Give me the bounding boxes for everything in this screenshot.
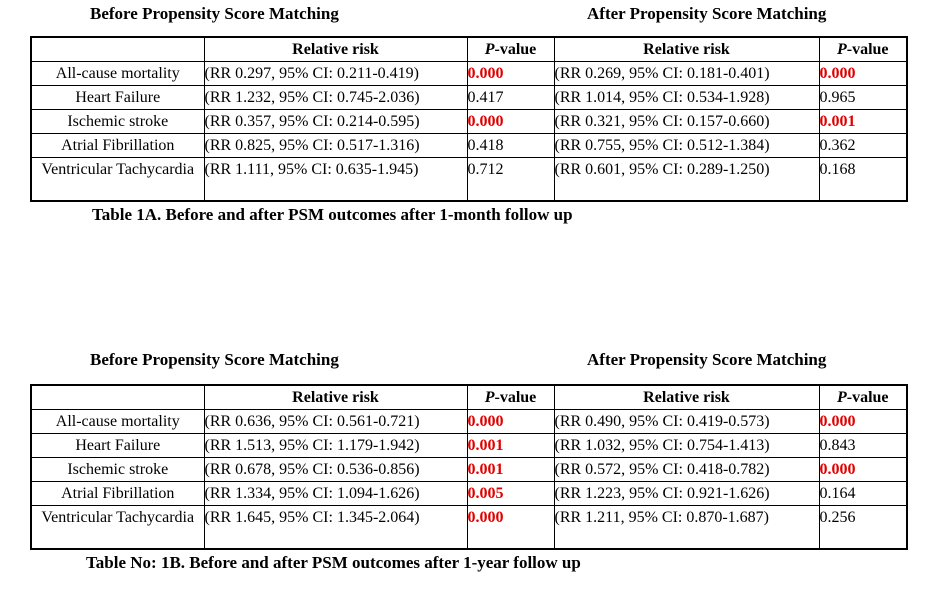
row-label: Atrial Fibrillation bbox=[30, 132, 205, 158]
row-label: Ischemic stroke bbox=[30, 108, 205, 134]
cell-after-p: 0.000 bbox=[818, 408, 908, 434]
cell-after-p: 0.000 bbox=[818, 456, 908, 482]
cell-before-p: 0.417 bbox=[466, 84, 555, 110]
table-header-row: Relative risk P-value Relative risk P-va… bbox=[30, 36, 908, 62]
cell-after-rr: (RR 0.269, 95% CI: 0.181-0.401) bbox=[553, 60, 820, 86]
column-header-p-value-after: P-value bbox=[818, 36, 908, 62]
row-label: Ventricular Tachycardia bbox=[30, 504, 205, 550]
p-value-italic-p: P bbox=[484, 388, 495, 406]
column-header-relative-risk-after: Relative risk bbox=[553, 36, 820, 62]
table-row: Ischemic stroke (RR 0.357, 95% CI: 0.214… bbox=[30, 108, 908, 134]
cell-before-rr: (RR 1.111, 95% CI: 0.635-1.945) bbox=[203, 156, 468, 202]
table-caption-1a: Table 1A. Before and after PSM outcomes … bbox=[92, 205, 573, 224]
column-header-relative-risk-after: Relative risk bbox=[553, 384, 820, 410]
row-label: Ventricular Tachycardia bbox=[30, 156, 205, 202]
cell-before-rr: (RR 0.357, 95% CI: 0.214-0.595) bbox=[203, 108, 468, 134]
cell-before-p: 0.000 bbox=[466, 108, 555, 134]
cell-after-p: 0.000 bbox=[818, 60, 908, 86]
cell-before-p: 0.000 bbox=[466, 60, 555, 86]
cell-after-p: 0.001 bbox=[818, 108, 908, 134]
section-header-before-psm-1: Before Propensity Score Matching bbox=[90, 4, 339, 23]
table-row: Ischemic stroke (RR 0.678, 95% CI: 0.536… bbox=[30, 456, 908, 482]
table-row: Ventricular Tachycardia (RR 1.111, 95% C… bbox=[30, 156, 908, 202]
cell-before-p: 0.001 bbox=[466, 456, 555, 482]
cell-before-p: 0.000 bbox=[466, 504, 555, 550]
p-value-italic-p: P bbox=[484, 40, 495, 58]
cell-before-rr: (RR 0.678, 95% CI: 0.536-0.856) bbox=[203, 456, 468, 482]
table-header-row: Relative risk P-value Relative risk P-va… bbox=[30, 384, 908, 410]
cell-before-p: 0.712 bbox=[466, 156, 555, 202]
cell-after-p: 0.168 bbox=[818, 156, 908, 202]
cell-before-p: 0.418 bbox=[466, 132, 555, 158]
cell-after-p: 0.164 bbox=[818, 480, 908, 506]
p-value-suffix: -value bbox=[494, 40, 537, 58]
p-value-suffix: -value bbox=[494, 388, 537, 406]
row-label: Heart Failure bbox=[30, 432, 205, 458]
cell-after-rr: (RR 0.321, 95% CI: 0.157-0.660) bbox=[553, 108, 820, 134]
table-row: Heart Failure (RR 1.513, 95% CI: 1.179-1… bbox=[30, 432, 908, 458]
cell-after-rr: (RR 0.601, 95% CI: 0.289-1.250) bbox=[553, 156, 820, 202]
cell-before-rr: (RR 0.825, 95% CI: 0.517-1.316) bbox=[203, 132, 468, 158]
cell-before-p: 0.001 bbox=[466, 432, 555, 458]
cell-before-p: 0.000 bbox=[466, 408, 555, 434]
p-value-suffix: -value bbox=[846, 388, 889, 406]
cell-after-p: 0.256 bbox=[818, 504, 908, 550]
p-value-italic-p: P bbox=[836, 40, 847, 58]
row-label: All-cause mortality bbox=[30, 60, 205, 86]
p-value-italic-p: P bbox=[836, 388, 847, 406]
cell-after-rr: (RR 1.211, 95% CI: 0.870-1.687) bbox=[553, 504, 820, 550]
table-row: All-cause mortality (RR 0.636, 95% CI: 0… bbox=[30, 408, 908, 434]
table-row: Heart Failure (RR 1.232, 95% CI: 0.745-2… bbox=[30, 84, 908, 110]
row-label: Ischemic stroke bbox=[30, 456, 205, 482]
column-header-relative-risk-before: Relative risk bbox=[203, 36, 468, 62]
cell-before-rr: (RR 0.297, 95% CI: 0.211-0.419) bbox=[203, 60, 468, 86]
cell-after-rr: (RR 0.755, 95% CI: 0.512-1.384) bbox=[553, 132, 820, 158]
cell-after-p: 0.965 bbox=[818, 84, 908, 110]
cell-before-rr: (RR 1.645, 95% CI: 1.345-2.064) bbox=[203, 504, 468, 550]
row-label: Atrial Fibrillation bbox=[30, 480, 205, 506]
cell-after-rr: (RR 1.014, 95% CI: 0.534-1.928) bbox=[553, 84, 820, 110]
cell-after-p: 0.843 bbox=[818, 432, 908, 458]
table-caption-1b: Table No: 1B. Before and after PSM outco… bbox=[86, 553, 581, 572]
column-header-p-value-before: P-value bbox=[466, 36, 555, 62]
p-value-suffix: -value bbox=[846, 40, 889, 58]
psm-table-1a: Relative risk P-value Relative risk P-va… bbox=[30, 36, 908, 202]
cell-before-p: 0.005 bbox=[466, 480, 555, 506]
table-row: Atrial Fibrillation (RR 1.334, 95% CI: 1… bbox=[30, 480, 908, 506]
section-header-after-psm-2: After Propensity Score Matching bbox=[587, 350, 827, 369]
section-header-after-psm-1: After Propensity Score Matching bbox=[587, 4, 827, 23]
cell-after-rr: (RR 1.223, 95% CI: 0.921-1.626) bbox=[553, 480, 820, 506]
cell-before-rr: (RR 0.636, 95% CI: 0.561-0.721) bbox=[203, 408, 468, 434]
column-header-relative-risk-before: Relative risk bbox=[203, 384, 468, 410]
table-row: Atrial Fibrillation (RR 0.825, 95% CI: 0… bbox=[30, 132, 908, 158]
cell-before-rr: (RR 1.513, 95% CI: 1.179-1.942) bbox=[203, 432, 468, 458]
table-row: Ventricular Tachycardia (RR 1.645, 95% C… bbox=[30, 504, 908, 550]
cell-before-rr: (RR 1.232, 95% CI: 0.745-2.036) bbox=[203, 84, 468, 110]
corner-cell-empty bbox=[30, 36, 205, 62]
corner-cell-empty bbox=[30, 384, 205, 410]
cell-after-rr: (RR 1.032, 95% CI: 0.754-1.413) bbox=[553, 432, 820, 458]
row-label: All-cause mortality bbox=[30, 408, 205, 434]
cell-after-rr: (RR 0.490, 95% CI: 0.419-0.573) bbox=[553, 408, 820, 434]
cell-after-p: 0.362 bbox=[818, 132, 908, 158]
section-header-before-psm-2: Before Propensity Score Matching bbox=[90, 350, 339, 369]
cell-before-rr: (RR 1.334, 95% CI: 1.094-1.626) bbox=[203, 480, 468, 506]
row-label: Heart Failure bbox=[30, 84, 205, 110]
table-row: All-cause mortality (RR 0.297, 95% CI: 0… bbox=[30, 60, 908, 86]
column-header-p-value-after: P-value bbox=[818, 384, 908, 410]
cell-after-rr: (RR 0.572, 95% CI: 0.418-0.782) bbox=[553, 456, 820, 482]
psm-table-1b: Relative risk P-value Relative risk P-va… bbox=[30, 384, 908, 550]
column-header-p-value-before: P-value bbox=[466, 384, 555, 410]
